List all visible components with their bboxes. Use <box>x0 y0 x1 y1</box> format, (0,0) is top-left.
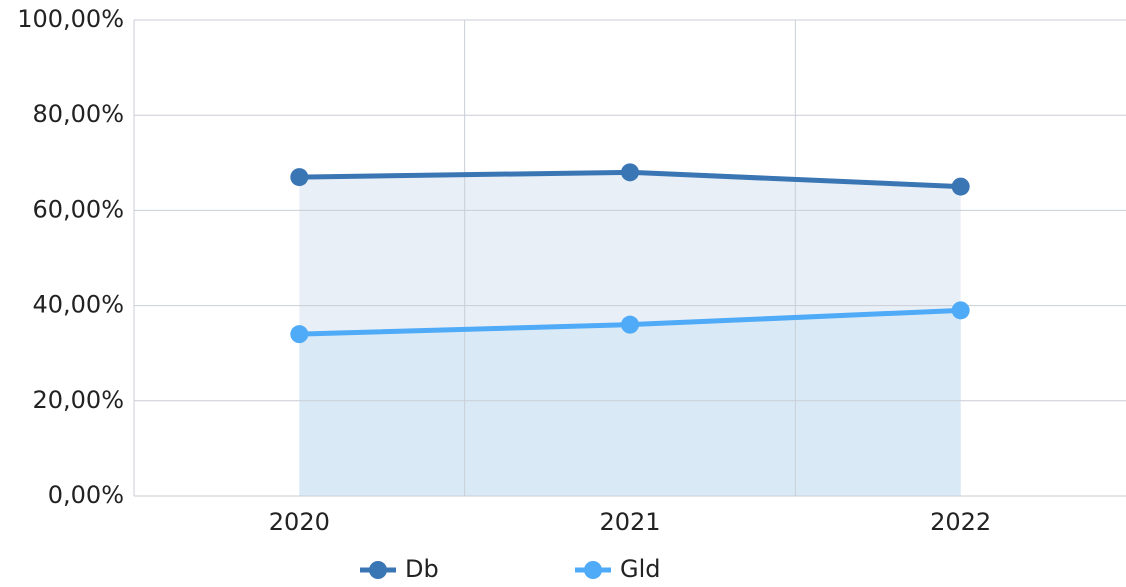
data-point <box>951 177 970 196</box>
data-point <box>951 301 970 320</box>
y-tick-label: 20,00% <box>32 386 124 414</box>
y-tick-label: 60,00% <box>32 195 124 223</box>
data-point <box>290 168 309 187</box>
x-tick-label: 2021 <box>599 508 660 536</box>
y-tick-label: 80,00% <box>32 100 124 128</box>
legend-marker <box>584 561 602 579</box>
legend-marker <box>369 561 387 579</box>
y-tick-label: 100,00% <box>17 5 124 33</box>
y-tick-label: 40,00% <box>32 291 124 319</box>
data-point <box>290 325 309 344</box>
legend-label: Db <box>405 555 439 583</box>
y-tick-label: 0,00% <box>48 481 124 509</box>
x-tick-label: 2022 <box>930 508 991 536</box>
x-tick-label: 2020 <box>269 508 330 536</box>
legend-label: Gld <box>620 555 661 583</box>
data-point <box>621 163 639 182</box>
area <box>299 310 961 496</box>
data-point <box>621 315 639 334</box>
